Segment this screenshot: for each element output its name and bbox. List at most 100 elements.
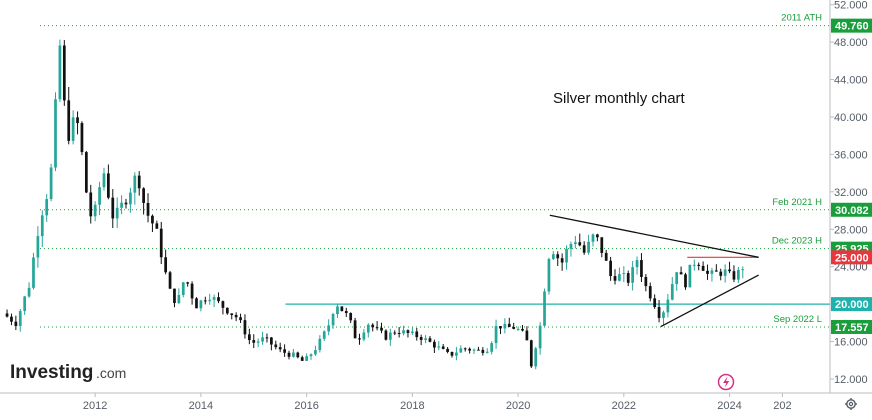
candle-body [221, 301, 225, 308]
y-tick-label: 52.000 [834, 0, 868, 12]
candle-body [609, 260, 612, 277]
candle-body [741, 269, 745, 271]
candle-body [525, 330, 529, 341]
candle-body [93, 204, 97, 217]
candle-body [98, 187, 101, 205]
candle-body [247, 334, 251, 341]
candle-body [468, 348, 471, 351]
candle-body [27, 287, 31, 297]
trendlines [549, 214, 759, 328]
candle-body [410, 331, 414, 333]
candle-body [164, 257, 168, 273]
candle-body [499, 326, 502, 329]
candle-body [604, 252, 608, 261]
candle-body [177, 294, 181, 304]
candle-body [36, 236, 40, 258]
candle-body [23, 296, 27, 312]
candle-body [648, 286, 652, 299]
candle-body [388, 332, 392, 340]
candle-body [556, 254, 560, 259]
candle-body [459, 348, 463, 353]
brand-logo-suffix: .com [96, 365, 126, 381]
lightning-icon[interactable] [717, 373, 735, 391]
candle-body [115, 207, 119, 219]
candle-body [551, 254, 555, 260]
candle-body [230, 313, 234, 315]
candle-body [133, 175, 137, 193]
candle-body [212, 297, 216, 300]
candle-body [195, 298, 198, 309]
candle-body [384, 330, 388, 340]
candle-body [701, 265, 705, 271]
candle-body [662, 312, 665, 318]
candle-body [613, 276, 617, 281]
candle-body [340, 306, 344, 312]
candle-body [441, 346, 445, 349]
gear-icon[interactable] [845, 398, 857, 410]
y-tick-label: 36.000 [834, 149, 868, 161]
candle-body [578, 242, 582, 246]
candle-body [45, 199, 49, 216]
candle-body [547, 259, 551, 292]
y-tick-label: 32.000 [834, 187, 868, 199]
candle-body [626, 273, 630, 283]
candle-body [710, 270, 714, 274]
candle-body [217, 297, 220, 302]
candle-body [521, 328, 524, 331]
candle-body [706, 270, 709, 274]
brand-logo: Investing .com [10, 362, 126, 383]
candle-body [353, 320, 357, 339]
candle-body [314, 350, 317, 355]
price-tag-bg [831, 18, 872, 33]
candle-body [129, 192, 132, 205]
level-label: Dec 2023 H [772, 236, 822, 247]
candle-body [582, 245, 586, 253]
candle-body [256, 341, 260, 343]
price-tag-label: 17.557 [835, 322, 869, 334]
y-tick-label: 12.000 [834, 374, 868, 386]
candle-body [203, 300, 207, 302]
candle-body [688, 264, 692, 288]
level-label: Feb 2021 H [772, 197, 822, 208]
candle-body [670, 284, 674, 300]
candle-body [640, 260, 643, 277]
candle-body [71, 117, 75, 141]
price-tag-bg [831, 319, 872, 334]
candle-body [137, 175, 141, 189]
candle-body [657, 307, 661, 318]
candle-body [142, 188, 145, 203]
candle-body [58, 45, 62, 100]
candle-body [120, 202, 123, 208]
candle-body [415, 331, 419, 338]
y-tick-label: 24.000 [834, 262, 868, 274]
candle-body [635, 260, 639, 268]
candle-body [494, 326, 498, 344]
candle-body [732, 271, 736, 280]
candle-body [424, 338, 427, 340]
candle-body [49, 167, 53, 200]
candle-body [199, 300, 203, 309]
candle-body [666, 299, 670, 313]
candle-body [587, 241, 590, 253]
candle-body [107, 173, 110, 198]
candle-body [358, 338, 361, 340]
candle-body [362, 332, 366, 340]
candle-body [186, 282, 190, 284]
candle-body [261, 337, 264, 342]
candle-body [274, 344, 278, 348]
candle-body [446, 348, 449, 352]
candle-body [102, 173, 106, 188]
candle-body [278, 347, 282, 350]
candle-body [366, 324, 370, 333]
level-label: 2011 ATH [781, 13, 822, 24]
candle-body [265, 337, 269, 339]
candle-body [76, 117, 79, 124]
candle-body [111, 197, 115, 219]
candle-body [252, 340, 256, 343]
candle-body [503, 323, 507, 329]
candle-body [32, 257, 35, 288]
candle-body [485, 351, 489, 353]
